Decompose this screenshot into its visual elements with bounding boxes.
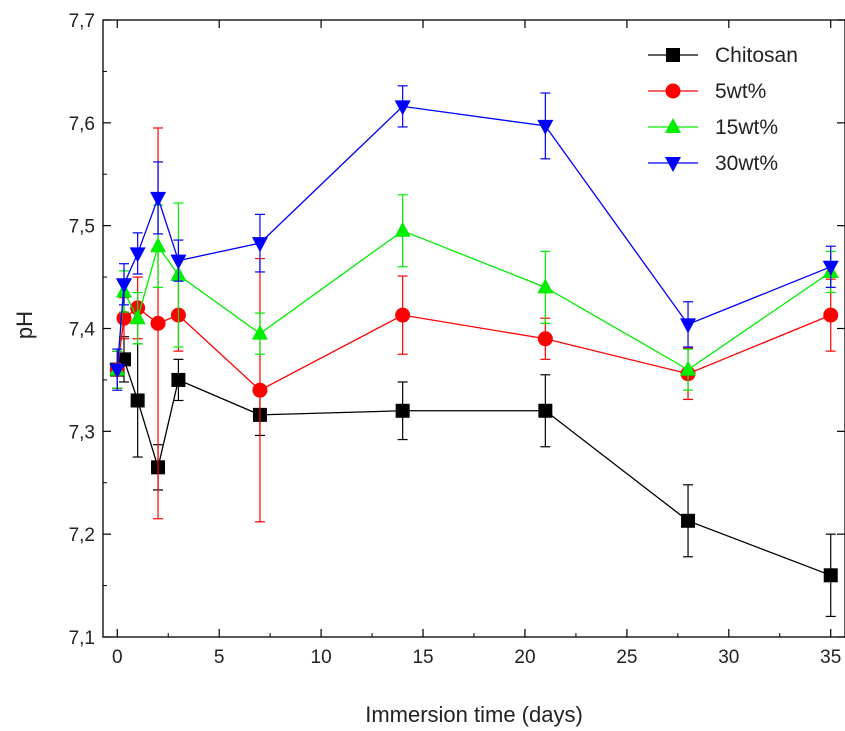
legend-marker (665, 157, 681, 172)
data-point (251, 324, 268, 340)
legend-marker (665, 118, 681, 133)
x-tick-label: 5 (214, 647, 225, 668)
data-point (116, 352, 131, 367)
plot-frame (102, 19, 845, 638)
data-point (823, 307, 839, 323)
data-point (129, 247, 146, 263)
data-point (115, 278, 132, 294)
data-point (252, 382, 268, 398)
x-tick-label: 15 (412, 647, 433, 668)
legend-item: 5wt% (648, 80, 766, 103)
legend-label: 15wt% (715, 116, 778, 139)
legend: Chitosan 5wt% 15wt% 30wt% (648, 44, 798, 175)
y-axis-title: pH (12, 311, 37, 339)
data-point (251, 237, 268, 253)
data-point (538, 403, 553, 418)
x-axis-title: Immersion time (days) (365, 702, 583, 727)
data-point (395, 403, 410, 418)
data-point (170, 254, 187, 270)
series-line (116, 357, 831, 576)
data-point (537, 119, 554, 135)
x-tick-label: 20 (514, 647, 535, 668)
series-1 (110, 336, 838, 618)
data-point (822, 260, 839, 276)
legend-label: 5wt% (715, 80, 766, 103)
data-point (681, 513, 696, 528)
series-3 (109, 194, 839, 391)
y-axis-ticks: 7,1 7,2 7,3 7,4 7,5 7,6 7,7 (69, 11, 845, 649)
data-point (171, 372, 186, 387)
y-tick-label: 7,4 (69, 320, 96, 341)
data-point (823, 568, 838, 583)
x-tick-label: 35 (820, 647, 841, 668)
series-line (116, 105, 831, 370)
data-point (680, 360, 697, 376)
series-layer (109, 85, 839, 618)
series-line (116, 230, 832, 371)
data-point (129, 309, 146, 325)
x-tick-label: 30 (718, 647, 739, 668)
x-tick-label: 25 (616, 647, 637, 668)
y-tick-label: 7,3 (69, 422, 95, 443)
legend-item: 15wt% (648, 116, 778, 139)
data-point (130, 393, 145, 408)
series-4 (109, 85, 839, 391)
series-line (116, 307, 831, 391)
legend-marker (665, 83, 681, 99)
y-tick-label: 7,1 (69, 628, 95, 649)
data-point (150, 237, 167, 253)
legend-label: Chitosan (715, 44, 798, 67)
x-tick-label: 10 (311, 647, 332, 668)
data-point (537, 278, 554, 294)
legend-item: 30wt% (648, 152, 778, 175)
data-point (109, 363, 126, 379)
y-tick-label: 7,7 (69, 11, 95, 32)
legend-marker (666, 48, 680, 62)
data-point (116, 310, 132, 326)
y-tick-label: 7,2 (69, 525, 95, 546)
x-axis-ticks: 0 5 10 15 20 25 30 35 (112, 20, 841, 668)
data-point (394, 221, 411, 237)
data-point (395, 307, 411, 323)
data-point (150, 315, 166, 331)
y-tick-label: 7,6 (69, 114, 95, 135)
data-point (394, 100, 411, 116)
plot-area-border (102, 19, 845, 638)
data-point (680, 318, 697, 334)
x-tick-label: 0 (112, 647, 123, 668)
y-tick-label: 7,5 (69, 217, 95, 238)
data-point (537, 331, 553, 347)
series-2 (109, 127, 839, 523)
legend-label: 30wt% (715, 152, 778, 175)
legend-item: Chitosan (648, 44, 798, 67)
data-point (150, 191, 167, 207)
